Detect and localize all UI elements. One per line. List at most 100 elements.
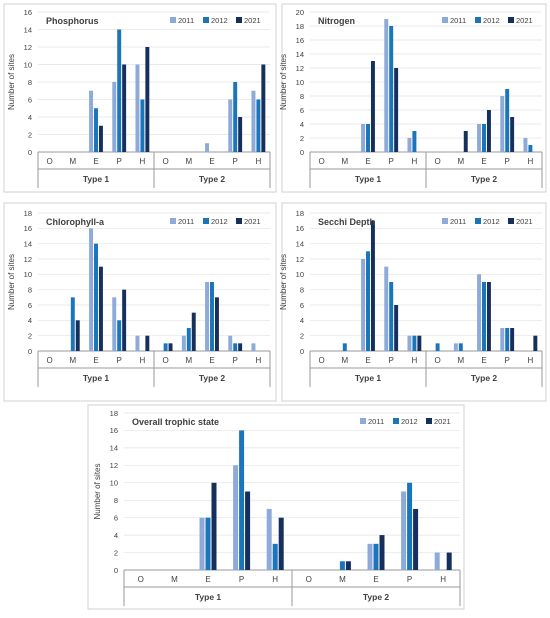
legend-swatch xyxy=(236,218,242,224)
x-category-label: H xyxy=(528,157,534,166)
bar-2021 xyxy=(98,125,103,152)
y-tick-label: 8 xyxy=(114,496,118,505)
x-group-label: Type 1 xyxy=(355,174,382,184)
chart-panel-5: 0 2 4 6 8 10 12 14 16 18 Number of sites O M E P H Type … xyxy=(87,404,465,610)
x-category-label: E xyxy=(365,356,370,365)
legend-label: 2021 xyxy=(434,417,451,426)
y-tick-label: 0 xyxy=(28,148,32,157)
bar-2012 xyxy=(233,82,238,152)
y-tick-label: 12 xyxy=(296,64,304,73)
y-tick-label: 4 xyxy=(28,316,32,325)
bar-2011 xyxy=(89,90,94,152)
x-group-label: Type 2 xyxy=(471,174,498,184)
legend-label: 2011 xyxy=(368,417,384,426)
y-tick-label: 16 xyxy=(24,224,32,233)
bar-2021 xyxy=(75,320,80,351)
x-category-label: P xyxy=(389,356,394,365)
bar-2012 xyxy=(239,430,245,570)
y-tick-label: 18 xyxy=(24,209,32,218)
chart-title: Overall trophic state xyxy=(132,417,219,427)
y-tick-label: 14 xyxy=(296,239,304,248)
y-tick-label: 8 xyxy=(300,285,304,294)
y-tick-label: 0 xyxy=(28,347,32,356)
x-group-label: Type 2 xyxy=(199,174,226,184)
bar-2021 xyxy=(379,535,385,570)
bar-2011 xyxy=(434,552,440,570)
bar-2021 xyxy=(394,68,399,152)
y-tick-label: 10 xyxy=(296,78,304,87)
bar-2011 xyxy=(361,124,366,152)
x-category-label: E xyxy=(209,157,214,166)
bar-2021 xyxy=(370,220,375,351)
x-category-label: M xyxy=(339,575,346,584)
legend-label: 2011 xyxy=(178,16,194,25)
x-category-label: P xyxy=(407,575,412,584)
bar-2011 xyxy=(199,517,205,570)
bar-2021 xyxy=(394,305,399,351)
x-category-label: H xyxy=(412,157,418,166)
legend-label: 2011 xyxy=(450,16,466,25)
x-category-label: H xyxy=(140,157,146,166)
x-category-label: H xyxy=(140,356,146,365)
legend-swatch xyxy=(475,17,481,23)
y-tick-label: 6 xyxy=(300,106,304,115)
x-category-label: P xyxy=(505,356,510,365)
bar-2012 xyxy=(70,297,75,351)
bar-2012 xyxy=(205,517,211,570)
bar-2011 xyxy=(266,508,272,570)
legend-swatch xyxy=(508,17,514,23)
bar-2012 xyxy=(407,482,413,570)
bar-2021 xyxy=(168,343,173,351)
y-axis-label: Number of sites xyxy=(93,463,102,519)
bar-2011 xyxy=(135,335,140,351)
bar-2011 xyxy=(205,143,210,152)
y-tick-label: 6 xyxy=(28,95,32,104)
bar-2021 xyxy=(191,312,196,351)
chart-frame xyxy=(3,3,277,193)
legend-label: 2012 xyxy=(483,16,500,25)
chart-panel-3: 0 2 4 6 8 10 12 14 16 18 Number of sites O M E P H Type … xyxy=(3,202,277,402)
x-category-label: M xyxy=(69,356,76,365)
x-category-label: P xyxy=(117,356,122,365)
bar-2012 xyxy=(339,561,345,570)
legend-swatch xyxy=(203,218,209,224)
x-category-label: H xyxy=(256,356,262,365)
chart-panel-4: 0 2 4 6 8 10 12 14 16 18 Number of sites O M E P H Type … xyxy=(279,202,547,402)
chart-frame xyxy=(3,202,277,402)
bar-2012 xyxy=(140,99,145,152)
x-category-label: H xyxy=(412,356,418,365)
legend-label: 2021 xyxy=(244,16,261,25)
bar-2011 xyxy=(523,138,528,152)
y-tick-label: 12 xyxy=(296,255,304,264)
x-category-label: M xyxy=(341,157,348,166)
bar-2011 xyxy=(205,282,210,351)
x-category-label: M xyxy=(171,575,178,584)
bar-2012 xyxy=(389,26,394,152)
bar-2011 xyxy=(228,99,233,152)
y-tick-label: 6 xyxy=(300,301,304,310)
bar-2012 xyxy=(505,89,510,152)
x-category-label: P xyxy=(233,356,238,365)
bar-2011 xyxy=(477,274,482,351)
bar-2021 xyxy=(486,110,491,152)
x-category-label: O xyxy=(318,356,324,365)
y-tick-label: 10 xyxy=(24,270,32,279)
x-category-label: O xyxy=(46,356,52,365)
bar-2021 xyxy=(510,328,515,351)
bar-2011 xyxy=(500,96,505,152)
bar-2021 xyxy=(261,64,266,152)
x-group-label: Type 1 xyxy=(83,174,110,184)
bar-2012 xyxy=(528,145,533,152)
y-tick-label: 2 xyxy=(114,548,118,557)
chart-title: Secchi Depth xyxy=(318,217,375,227)
bar-2011 xyxy=(233,465,239,570)
bar-2012 xyxy=(435,343,440,351)
y-tick-label: 6 xyxy=(114,513,118,522)
chart-title: Chlorophyll-a xyxy=(46,217,105,227)
chart-panel-2: 0 2 4 6 8 10 12 14 16 18 20 Number of sites O M E P H Typ… xyxy=(279,3,547,193)
y-tick-label: 4 xyxy=(300,316,304,325)
x-category-label: E xyxy=(481,356,486,365)
x-category-label: M xyxy=(457,157,464,166)
